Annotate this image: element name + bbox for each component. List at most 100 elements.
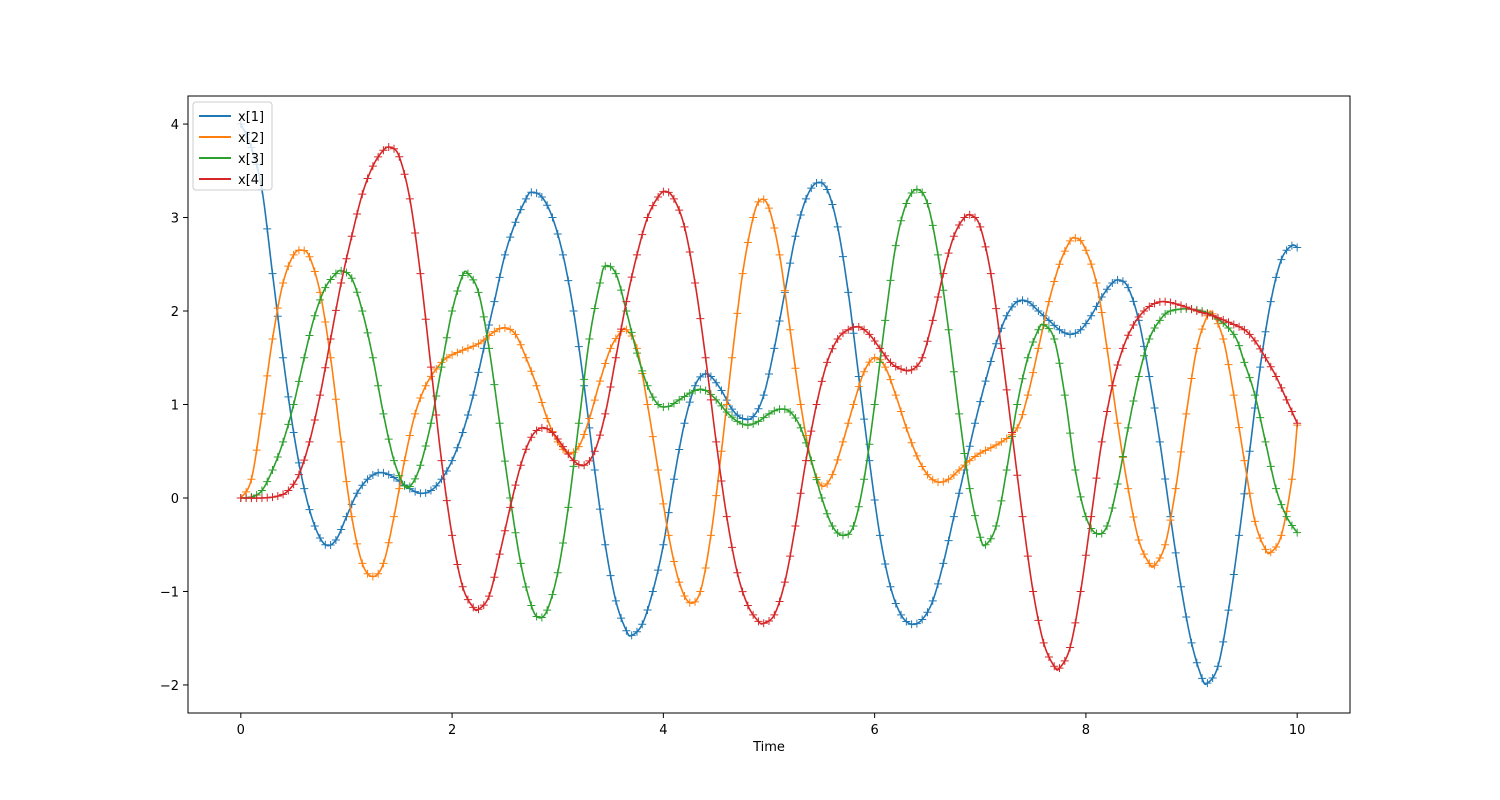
- data-point: [696, 385, 705, 394]
- data-point: [595, 278, 604, 287]
- data-point: [860, 475, 869, 484]
- data-point: [321, 363, 330, 372]
- data-point: [606, 382, 615, 391]
- data-point: [728, 353, 737, 362]
- data-point: [453, 348, 462, 357]
- data-point: [1245, 489, 1254, 498]
- data-point: [1113, 361, 1122, 370]
- data-point: [765, 369, 773, 378]
- data-point: [400, 456, 409, 465]
- data-point: [543, 424, 552, 433]
- data-point: [691, 386, 700, 395]
- data-point: [743, 421, 752, 430]
- data-point: [543, 414, 552, 423]
- data-point: [1235, 341, 1244, 350]
- data-point: [1145, 335, 1154, 344]
- data-point: [759, 391, 768, 400]
- data-point: [310, 311, 319, 320]
- data-point: [722, 512, 731, 521]
- data-point: [685, 389, 694, 398]
- data-point: [1002, 465, 1011, 474]
- data-point: [1192, 344, 1201, 353]
- data-point: [654, 192, 663, 201]
- data-point: [1076, 236, 1085, 245]
- data-point: [1018, 410, 1027, 419]
- data-point: [368, 471, 377, 480]
- data-point: [833, 455, 842, 464]
- data-point: [580, 375, 589, 384]
- data-point: [289, 250, 298, 259]
- data-point: [1055, 359, 1064, 368]
- data-point: [828, 470, 837, 479]
- x-tick-label: 2: [448, 723, 456, 738]
- data-point: [823, 358, 832, 367]
- data-point: [928, 475, 937, 484]
- data-point: [643, 381, 652, 390]
- data-point: [522, 582, 531, 591]
- data-point: [860, 415, 869, 424]
- data-point: [669, 194, 678, 203]
- data-point: [1113, 275, 1122, 284]
- data-point: [1208, 311, 1217, 320]
- data-point: [1071, 234, 1080, 243]
- data-point: [474, 339, 483, 348]
- data-point: [722, 407, 731, 416]
- data-point: [786, 407, 795, 416]
- data-point: [680, 222, 689, 231]
- data-point: [965, 456, 974, 465]
- data-point: [537, 192, 546, 201]
- data-point: [463, 344, 472, 353]
- data-point: [1240, 358, 1249, 367]
- data-point: [955, 489, 964, 498]
- data-point: [918, 188, 927, 197]
- data-point: [1261, 437, 1270, 446]
- data-point: [474, 288, 483, 297]
- data-point: [786, 325, 795, 334]
- data-point: [997, 496, 1006, 505]
- data-point: [368, 572, 377, 581]
- data-point: [416, 461, 425, 470]
- data-point: [500, 250, 509, 259]
- data-point: [897, 364, 906, 373]
- data-point: [389, 456, 398, 465]
- data-point: [1171, 548, 1180, 557]
- data-point: [955, 465, 964, 474]
- data-point: [1272, 372, 1281, 381]
- data-point: [405, 431, 414, 440]
- data-point: [1029, 368, 1038, 377]
- x-axis-title: Time: [752, 740, 785, 755]
- series-2: [236, 195, 1302, 607]
- data-point: [717, 477, 726, 486]
- data-point: [458, 271, 467, 280]
- data-point: [1261, 353, 1270, 362]
- data-point: [1066, 643, 1075, 652]
- data-point: [1007, 428, 1016, 437]
- data-point: [944, 325, 953, 334]
- data-point: [754, 197, 763, 206]
- data-point: [928, 596, 937, 605]
- data-point: [1103, 344, 1112, 353]
- data-point: [701, 386, 710, 395]
- data-point: [421, 442, 430, 451]
- data-point: [1044, 324, 1053, 333]
- data-point: [1039, 638, 1048, 647]
- data-point: [1293, 243, 1302, 252]
- data-point: [279, 278, 288, 287]
- data-point: [949, 232, 958, 241]
- data-point: [970, 213, 979, 222]
- data-point: [453, 286, 462, 295]
- data-point: [395, 484, 404, 493]
- data-point: [490, 380, 499, 389]
- data-point: [934, 579, 943, 588]
- data-point: [891, 362, 900, 371]
- data-point: [389, 473, 398, 482]
- data-point: [1140, 307, 1149, 316]
- data-point: [733, 309, 742, 318]
- data-point: [770, 406, 779, 415]
- data-point: [421, 381, 430, 390]
- data-point: [648, 432, 657, 441]
- data-point: [1187, 374, 1196, 383]
- data-point: [1176, 582, 1185, 591]
- data-point: [564, 276, 573, 285]
- data-point: [1081, 319, 1090, 328]
